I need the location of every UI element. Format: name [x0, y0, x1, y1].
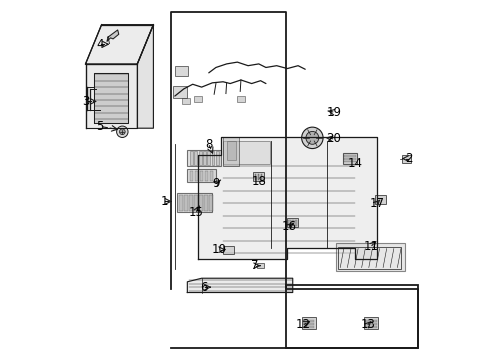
Bar [173, 86, 187, 98]
Bar [302, 323, 313, 325]
Text: 9: 9 [212, 177, 219, 190]
Bar [182, 98, 189, 104]
Bar [189, 195, 192, 211]
Bar [365, 320, 376, 322]
Circle shape [305, 131, 318, 144]
Text: 18: 18 [251, 175, 265, 188]
Text: 12: 12 [295, 318, 310, 331]
Bar [291, 220, 293, 226]
Bar [184, 195, 187, 211]
Bar [260, 174, 262, 180]
Bar [302, 320, 313, 322]
Bar [301, 317, 315, 329]
Polygon shape [85, 64, 137, 128]
Bar [205, 171, 208, 181]
Bar [199, 195, 203, 211]
Bar [253, 172, 264, 181]
Bar [198, 152, 201, 165]
Bar [190, 171, 193, 181]
Bar [294, 220, 296, 226]
Bar [343, 158, 355, 159]
Bar [204, 195, 207, 211]
Text: 7: 7 [251, 259, 259, 272]
Bar [176, 193, 212, 212]
Polygon shape [187, 278, 292, 293]
Bar [195, 171, 198, 181]
Bar [223, 247, 233, 254]
Bar [194, 152, 197, 165]
Bar [211, 152, 214, 165]
Circle shape [119, 129, 125, 135]
Text: 8: 8 [204, 138, 212, 151]
Bar [288, 220, 290, 226]
Text: 3: 3 [81, 95, 89, 108]
Bar [200, 171, 203, 181]
Bar [175, 66, 188, 76]
Bar [216, 152, 218, 165]
Bar [335, 243, 405, 271]
Bar [210, 171, 213, 181]
Text: 14: 14 [347, 157, 362, 170]
Bar [207, 152, 210, 165]
Polygon shape [198, 137, 376, 258]
Text: 5: 5 [96, 120, 103, 133]
Circle shape [301, 127, 323, 149]
Bar [401, 155, 410, 163]
Bar [223, 141, 269, 164]
Bar [254, 174, 256, 180]
Bar [194, 195, 197, 211]
Bar [179, 195, 183, 211]
Text: 17: 17 [368, 197, 384, 210]
Bar [209, 195, 212, 211]
Bar [187, 150, 221, 166]
Bar [194, 96, 202, 102]
Bar [223, 137, 239, 166]
Text: 10: 10 [212, 243, 226, 256]
Bar [374, 195, 385, 204]
Text: 2: 2 [404, 152, 412, 165]
Bar [364, 317, 378, 329]
Bar [343, 161, 355, 162]
Polygon shape [94, 73, 128, 123]
Bar [302, 326, 313, 328]
Polygon shape [107, 30, 119, 41]
Text: 1: 1 [160, 195, 167, 208]
Text: 13: 13 [360, 318, 374, 331]
Polygon shape [137, 24, 153, 128]
Text: 11: 11 [363, 240, 378, 253]
Bar [342, 153, 356, 164]
Bar [190, 152, 193, 165]
Circle shape [116, 126, 128, 138]
Bar [257, 174, 259, 180]
Bar [226, 141, 235, 160]
Text: 19: 19 [325, 105, 341, 119]
Text: 4: 4 [96, 38, 103, 51]
Text: 15: 15 [188, 206, 203, 219]
Bar [365, 323, 376, 325]
Bar [237, 96, 244, 102]
Bar [285, 285, 417, 348]
Bar [187, 169, 216, 182]
Bar [203, 152, 205, 165]
Bar [338, 247, 400, 269]
Bar [287, 218, 298, 227]
Text: 20: 20 [325, 132, 341, 145]
Bar [257, 262, 264, 268]
Bar [343, 156, 355, 157]
Bar [365, 326, 376, 328]
Polygon shape [85, 24, 153, 64]
Text: 16: 16 [281, 220, 296, 233]
Text: 6: 6 [199, 281, 207, 294]
